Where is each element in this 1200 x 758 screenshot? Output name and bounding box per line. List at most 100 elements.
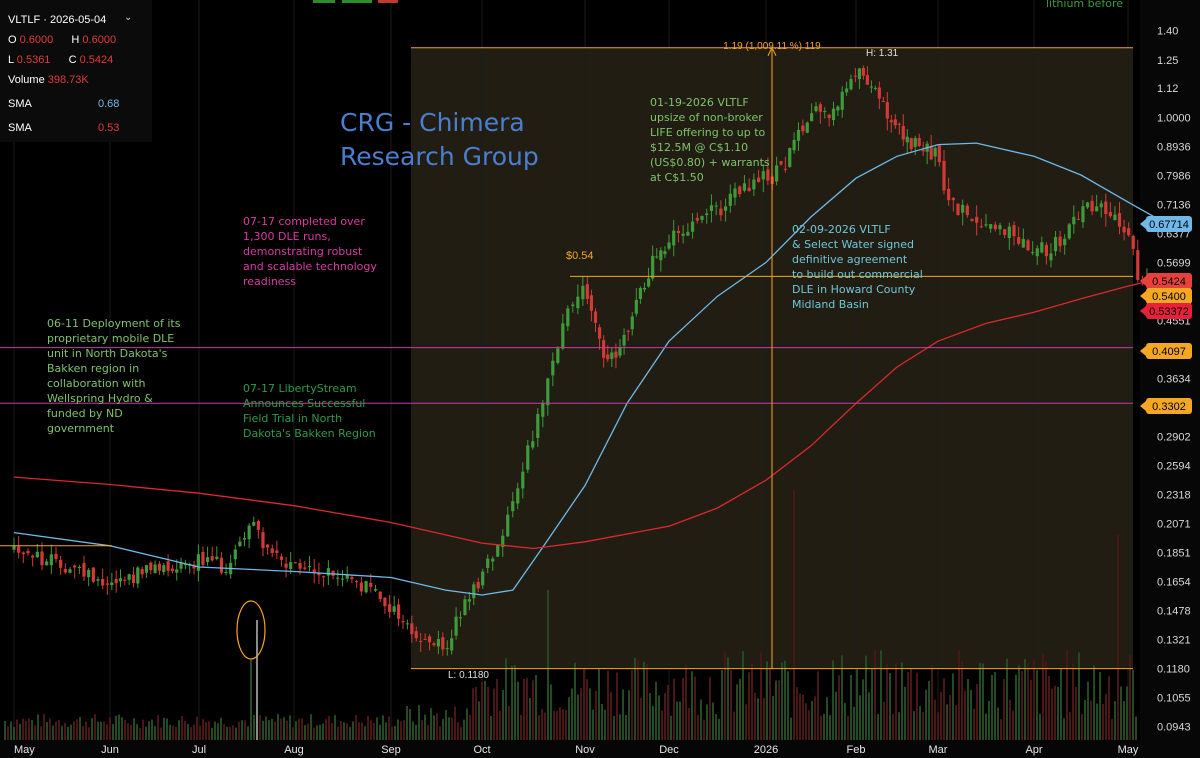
candle-body [877,87,881,99]
volume-bar [733,711,735,740]
volume-bar [1117,535,1119,740]
volume-bar [364,726,366,740]
high-label: H [71,34,80,46]
volume-bar [562,709,564,740]
annotation-line: Wellspring Hydro & [47,392,153,405]
volume-bar [526,678,528,740]
volume-bar [688,707,690,740]
candle-body [947,188,951,201]
candle-body [541,402,545,417]
top-marker [378,0,398,3]
volume-bar [1123,701,1125,740]
volume-bar [583,669,585,740]
volume-bar [721,669,723,740]
candle-body [747,187,751,192]
candle-body [170,568,175,571]
volume-bar [1051,688,1053,740]
volume-bar [175,726,177,740]
volume-bar [487,686,489,740]
volume-bar [328,716,330,740]
candle-body [602,340,606,358]
volume-bar [1045,661,1047,740]
candle-body [566,308,570,327]
volume-bar [907,672,909,740]
watermark: CRG - Chimera Research Group [340,106,539,174]
y-tick-label: 0.0943 [1157,722,1191,734]
volume-bar [1093,665,1095,740]
sma2-row[interactable]: SMA 0.53 [8,122,119,134]
volume-bar [325,719,327,740]
volume-bar [634,658,636,740]
candle-body [576,296,580,309]
volume-bar [814,696,816,740]
candle-body [96,579,100,581]
volume-bar [52,725,54,740]
volume-bar [898,712,900,740]
volume-bar [778,680,780,740]
annotation-field-trial: 07-17 LibertyStream Announces Successful F… [243,381,376,441]
price-tag-label: 0.4097 [1152,346,1186,358]
candle-body [655,256,659,258]
candle-body [511,501,515,512]
volume-bar [160,727,162,740]
candle-body [998,225,1002,230]
volume-bar [529,698,531,740]
price-tag-bg [1146,273,1192,289]
candle-body [506,514,510,537]
volume-bar [148,721,150,740]
volume-bar [964,690,966,740]
volume-bar [793,490,795,740]
price-tag: 0.67714 [1140,216,1192,232]
candle-body [857,68,862,80]
sma1-row[interactable]: SMA 0.68 [8,98,119,110]
volume-bar [301,718,303,740]
volume-bar [493,688,495,740]
annotation-line: Midland Basin [792,298,869,311]
candle-body [35,551,39,558]
candle-body [1053,237,1058,252]
volume-bar [256,620,258,740]
sma2-label: SMA [8,122,32,134]
y-tick-label: 0.7136 [1157,199,1191,211]
candle-body [1031,252,1035,254]
chevron-down-icon[interactable]: ⌄ [124,12,133,23]
candle-body [140,569,144,575]
volume-bar [829,715,831,740]
volume-bar [142,719,144,740]
candle-body [1117,213,1122,227]
measure-label: 1.19 (1,009.11 %) 119 [723,41,821,52]
volume-bar [1015,674,1017,740]
candle-body [917,137,921,146]
volume-bar [661,710,663,740]
candle-body [796,129,801,141]
volume-bar [508,705,510,740]
volume-bar [112,724,114,740]
volume-bar [967,679,969,740]
volume-bar [535,675,537,740]
x-tick-label: Jun [101,744,119,756]
candle-body [1017,237,1021,244]
volume-bar [850,674,852,740]
volume-bar [379,724,381,740]
volume-bar [28,718,30,740]
volume-bar [415,724,417,740]
volume-bar [970,689,972,740]
candle-body [396,604,401,619]
volume-bar [730,670,732,740]
candle-body [252,522,256,526]
volume-bar [55,721,57,740]
volume-layer [4,490,1137,740]
volume-bar [1033,660,1035,740]
volume-bar [715,714,717,740]
volume-bar [424,714,426,740]
candle-body [845,88,849,93]
candle-body [1072,216,1076,225]
volume-bar [472,688,474,740]
volume-bar [511,665,513,740]
volume-bar [385,722,387,740]
candle-body [149,562,153,571]
symbol-date[interactable]: VLTLF · 2026-05-04 [8,14,107,26]
price-tag-label: 0.53372 [1149,306,1189,318]
candle-body [723,206,728,211]
